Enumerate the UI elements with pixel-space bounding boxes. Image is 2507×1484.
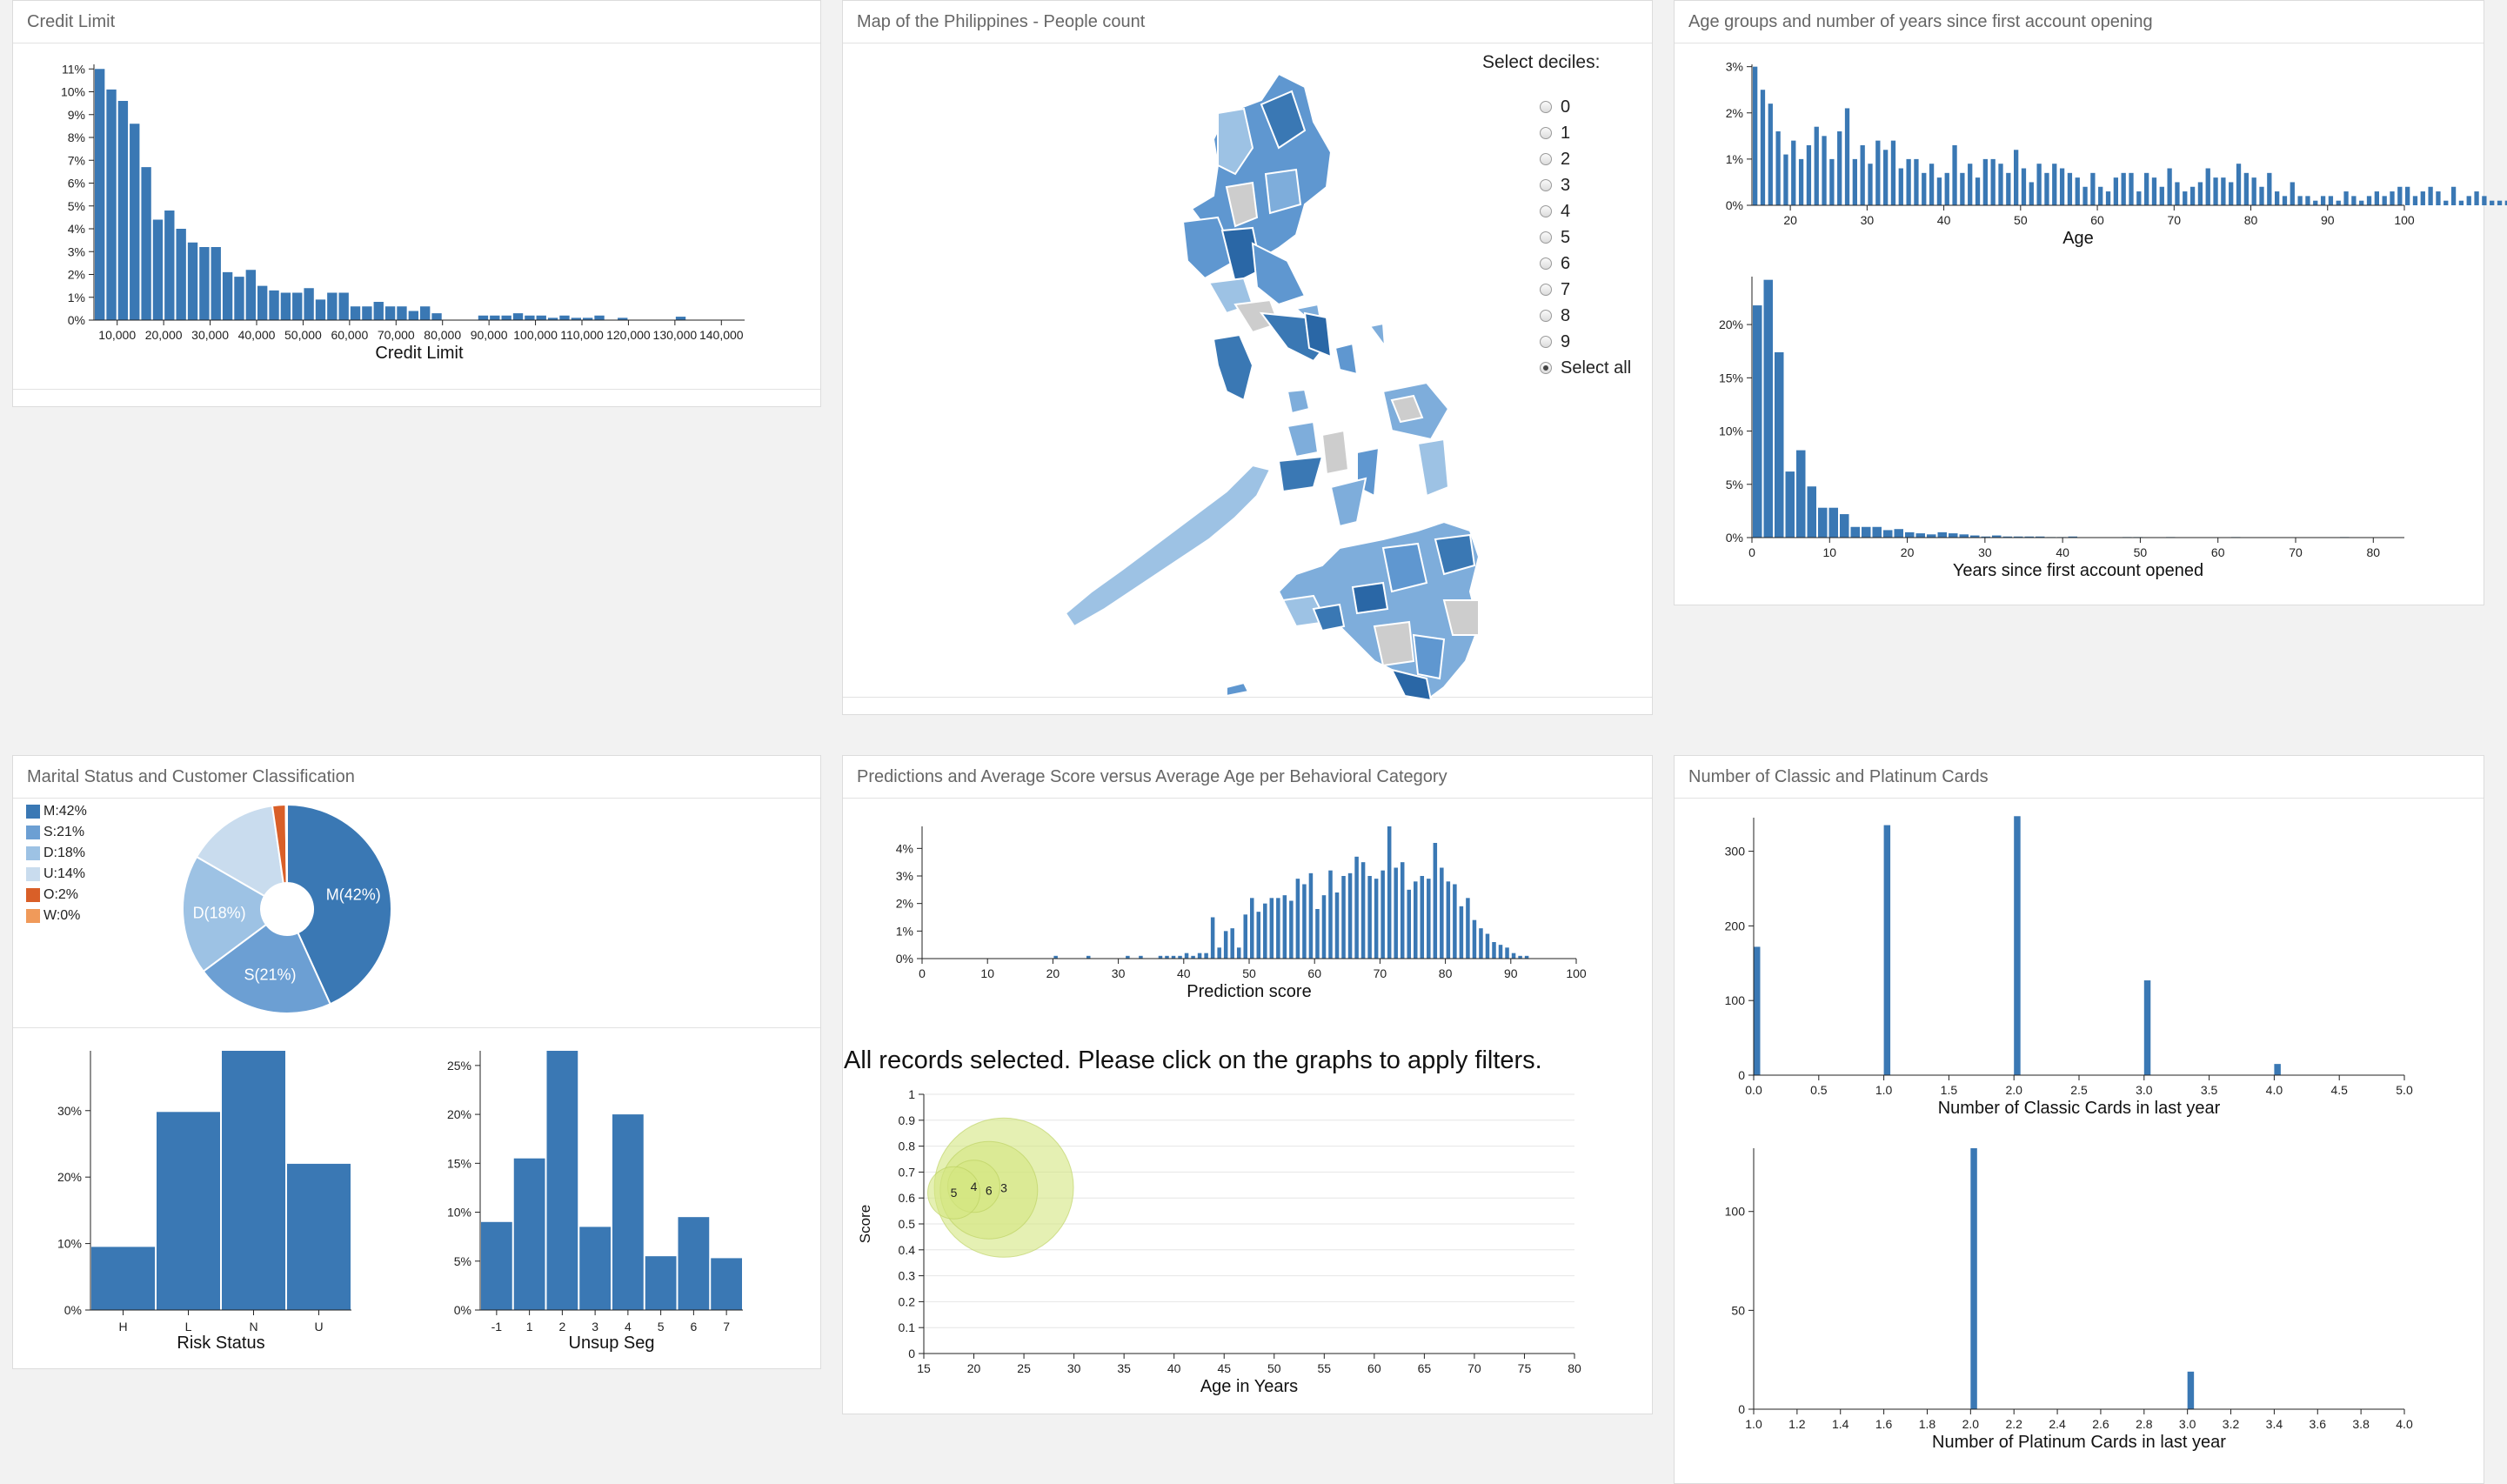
legend-swatch <box>26 805 40 819</box>
legend-item: M:42% <box>26 802 87 821</box>
panel-title-marital: Marital Status and Customer Classificati… <box>13 756 820 799</box>
radio-button[interactable] <box>1540 310 1552 322</box>
decile-option[interactable]: 7 <box>1540 277 1570 303</box>
decile-option-label: 5 <box>1561 227 1571 247</box>
age-groups-panel: Age groups and number of years since fir… <box>1674 0 2484 605</box>
radio-button[interactable] <box>1540 205 1552 217</box>
panel-title-cards: Number of Classic and Platinum Cards <box>1675 756 2484 799</box>
decile-option[interactable]: 2 <box>1540 146 1570 172</box>
radio-button[interactable] <box>1540 257 1552 270</box>
decile-option-label: 7 <box>1561 279 1571 299</box>
decile-option[interactable]: 8 <box>1540 303 1570 329</box>
legend-item: S:21% <box>26 823 84 842</box>
decile-option-label: 3 <box>1561 175 1571 195</box>
radio-button[interactable] <box>1540 284 1552 296</box>
radio-button[interactable] <box>1540 153 1552 165</box>
decile-option[interactable]: 4 <box>1540 198 1570 224</box>
map-region-visayas-mindoro[interactable] <box>1212 311 1450 528</box>
legend-item: D:18% <box>26 844 85 863</box>
decile-option[interactable]: 6 <box>1540 251 1570 277</box>
legend-item: U:14% <box>26 865 85 884</box>
decile-option[interactable]: 1 <box>1540 120 1570 146</box>
legend-item: W:0% <box>26 906 80 926</box>
panel-title-predictions: Predictions and Average Score versus Ave… <box>843 756 1652 799</box>
legend-label: M:42% <box>43 804 87 819</box>
decile-option[interactable]: 3 <box>1540 172 1570 198</box>
panel-footer <box>843 697 1652 698</box>
decile-option[interactable]: 5 <box>1540 224 1570 251</box>
legend-item: O:2% <box>26 886 78 905</box>
map-region-palawan[interactable] <box>1064 388 1311 628</box>
legend-swatch <box>26 888 40 902</box>
legend-label: O:2% <box>43 887 79 902</box>
panel-title-map: Map of the Philippines - People count <box>843 1 1652 43</box>
legend-label: D:18% <box>43 846 86 860</box>
decile-option[interactable]: 9 <box>1540 329 1570 355</box>
legend-label: S:21% <box>43 825 85 839</box>
decile-option-label: 8 <box>1561 305 1571 325</box>
radio-button[interactable] <box>1540 231 1552 244</box>
panel-footer <box>13 389 820 390</box>
legend-label: U:14% <box>43 866 86 881</box>
radio-button[interactable] <box>1540 101 1552 113</box>
decile-option[interactable]: 0 <box>1540 94 1570 120</box>
decile-option-label: 6 <box>1561 253 1571 273</box>
decile-option[interactable]: Select all <box>1540 355 1631 381</box>
decile-selector-title: Select deciles: <box>1482 52 1601 72</box>
cards-panel: Number of Classic and Platinum Cards <box>1674 755 2484 1484</box>
marital-panel: Marital Status and Customer Classificati… <box>12 755 821 1369</box>
decile-option-label: 9 <box>1561 331 1571 351</box>
panel-separator <box>13 1027 820 1028</box>
legend-swatch <box>26 867 40 881</box>
decile-option-label: 1 <box>1561 123 1571 143</box>
decile-option-label: 2 <box>1561 149 1571 169</box>
panel-title-credit-limit: Credit Limit <box>13 1 820 43</box>
decile-option-label: 0 <box>1561 97 1571 117</box>
radio-button[interactable] <box>1540 336 1552 348</box>
legend-swatch <box>26 826 40 839</box>
legend-label: W:0% <box>43 908 81 923</box>
radio-button[interactable] <box>1540 127 1552 139</box>
map-region-mindanao[interactable] <box>1226 520 1481 702</box>
radio-button[interactable] <box>1540 362 1552 374</box>
panel-title-age-groups: Age groups and number of years since fir… <box>1675 1 2484 43</box>
predictions-panel: Predictions and Average Score versus Ave… <box>842 755 1653 1414</box>
legend-swatch <box>26 846 40 860</box>
radio-button[interactable] <box>1540 179 1552 191</box>
decile-option-label: Select all <box>1561 358 1632 378</box>
legend-swatch <box>26 909 40 923</box>
selection-status-message: All records selected. Please click on th… <box>844 1046 1542 1075</box>
decile-option-label: 4 <box>1561 201 1571 221</box>
